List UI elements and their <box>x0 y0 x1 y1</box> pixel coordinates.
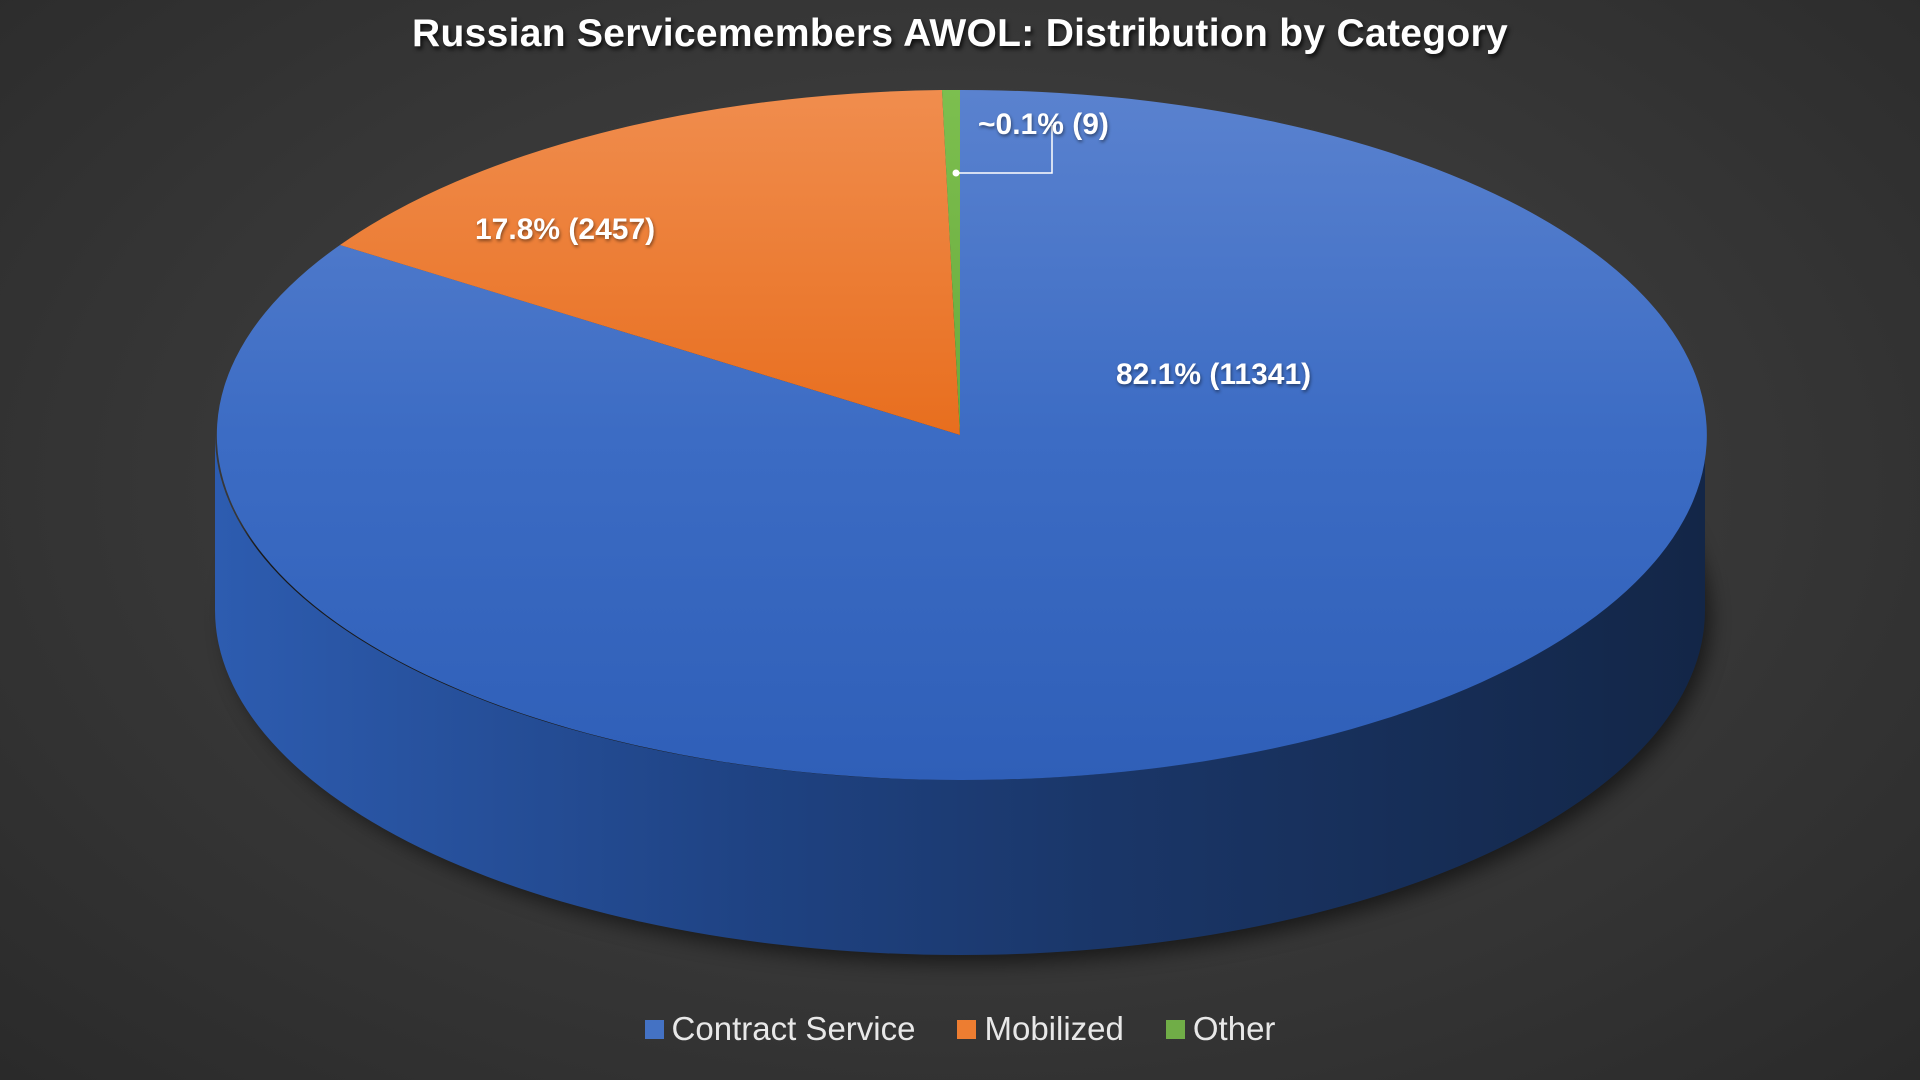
legend-label: Other <box>1192 1010 1276 1047</box>
legend-item-contract-service[interactable]: Contract Service <box>644 1010 916 1048</box>
legend-swatch-orange-icon <box>957 1019 977 1039</box>
legend-label: Mobilized <box>984 1010 1124 1047</box>
legend: Contract Service Mobilized Other <box>0 1010 1920 1048</box>
slice-mobilized[interactable] <box>340 90 960 435</box>
chart-title: Russian Servicemembers AWOL: Distributio… <box>412 12 1508 55</box>
data-label-mobilized: 17.8% (2457) <box>475 213 656 246</box>
data-label-other: ~0.1% (9) <box>978 108 1109 141</box>
data-label-contract-service: 82.1% (11341) <box>1116 358 1312 391</box>
leader-dot-other <box>952 169 960 177</box>
legend-item-other[interactable]: Other <box>1165 1010 1276 1048</box>
legend-item-mobilized[interactable]: Mobilized <box>957 1010 1124 1048</box>
legend-swatch-green-icon <box>1165 1019 1185 1039</box>
legend-label: Contract Service <box>671 1010 916 1047</box>
pie-side-contract-service <box>215 435 1705 955</box>
slice-contract-service[interactable] <box>216 89 1707 780</box>
leader-line-other <box>956 125 1053 174</box>
legend-swatch-blue-icon <box>644 1019 664 1039</box>
